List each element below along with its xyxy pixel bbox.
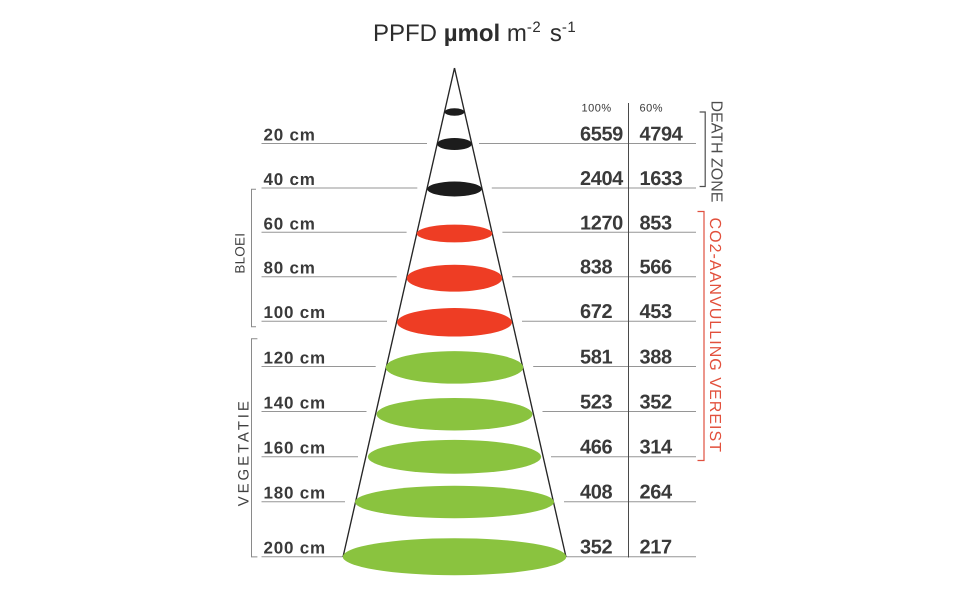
svg-text:1633: 1633 [640, 168, 683, 190]
svg-text:453: 453 [640, 301, 672, 323]
svg-text:264: 264 [640, 482, 673, 504]
svg-text:PPFD µmol m-2 s-1: PPFD µmol m-2 s-1 [373, 19, 576, 47]
svg-text:CO2-AANVULLING VEREIST: CO2-AANVULLING VEREIST [706, 218, 723, 454]
svg-text:388: 388 [640, 347, 672, 369]
svg-text:80 cm: 80 cm [264, 259, 316, 278]
svg-text:140 cm: 140 cm [264, 394, 326, 413]
svg-text:6559: 6559 [580, 124, 623, 146]
svg-text:DEATH ZONE: DEATH ZONE [708, 101, 725, 203]
svg-text:566: 566 [640, 257, 672, 279]
svg-text:672: 672 [580, 301, 612, 323]
svg-text:1270: 1270 [580, 212, 623, 234]
svg-text:217: 217 [640, 537, 672, 559]
svg-text:VEGETATIE: VEGETATIE [236, 398, 253, 506]
svg-text:100 cm: 100 cm [264, 303, 326, 322]
svg-text:20 cm: 20 cm [264, 126, 316, 145]
svg-text:838: 838 [580, 257, 612, 279]
svg-text:4794: 4794 [640, 124, 684, 146]
svg-text:853: 853 [640, 212, 672, 234]
svg-text:352: 352 [640, 392, 672, 414]
svg-text:314: 314 [640, 437, 673, 459]
svg-text:160 cm: 160 cm [264, 439, 326, 458]
svg-text:581: 581 [580, 347, 612, 369]
svg-text:408: 408 [580, 482, 612, 504]
svg-text:466: 466 [580, 437, 612, 459]
svg-text:60%: 60% [640, 103, 664, 115]
svg-text:100%: 100% [582, 103, 612, 115]
svg-text:BLOEI: BLOEI [233, 233, 248, 274]
svg-text:523: 523 [580, 392, 612, 414]
svg-text:40 cm: 40 cm [264, 170, 316, 189]
svg-text:352: 352 [580, 537, 612, 559]
svg-text:120 cm: 120 cm [264, 349, 326, 368]
svg-text:200 cm: 200 cm [264, 539, 326, 558]
svg-text:2404: 2404 [580, 168, 624, 190]
svg-text:60 cm: 60 cm [264, 214, 316, 233]
svg-text:180 cm: 180 cm [264, 484, 326, 503]
